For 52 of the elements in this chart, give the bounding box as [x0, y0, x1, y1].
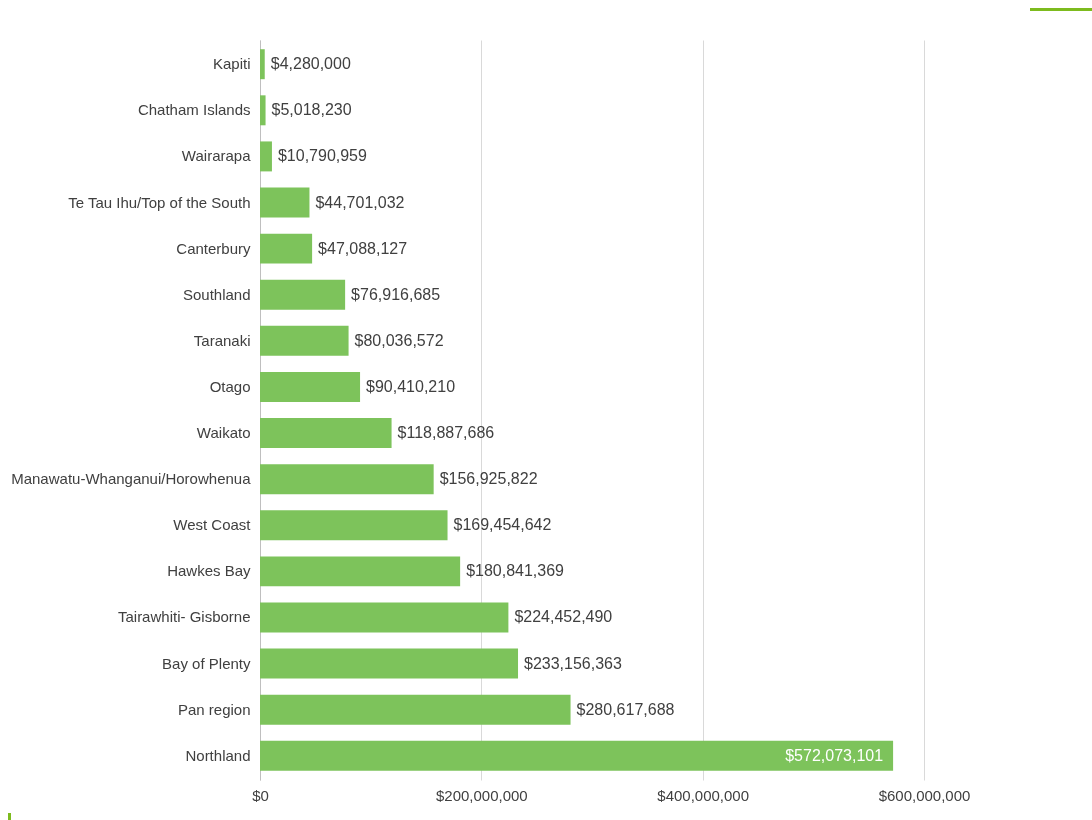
x-tick-label: $400,000,000	[657, 786, 750, 804]
y-tick-label: Bay of Plenty	[162, 654, 251, 672]
bar	[260, 141, 272, 172]
data-label: $572,073,101	[785, 746, 884, 764]
bar	[260, 510, 448, 541]
data-label: $76,916,685	[351, 285, 441, 303]
bar	[260, 694, 571, 725]
y-tick-label: Manawatu-Whanganui/Horowhenua	[11, 470, 252, 488]
y-tick-label: West Coast	[173, 516, 252, 534]
bar	[260, 371, 361, 402]
y-tick-label: Hawkes Bay	[167, 562, 251, 580]
data-label: $180,841,369	[466, 562, 565, 580]
data-label: $90,410,210	[366, 377, 456, 395]
y-tick-label: Chatham Islands	[137, 101, 251, 119]
data-label: $80,036,572	[354, 331, 444, 349]
y-tick-label: Waikato	[196, 424, 251, 442]
bar	[260, 602, 509, 633]
y-tick-label: Northland	[185, 746, 251, 764]
y-tick-label: Te Tau Ihu/Top of the South	[68, 193, 251, 211]
y-tick-label: Taranaki	[193, 331, 251, 349]
y-tick-label: Otago	[209, 377, 251, 395]
y-tick-label: Wairarapa	[181, 147, 252, 165]
bar	[260, 49, 265, 80]
data-label: $156,925,822	[439, 470, 538, 488]
data-label: $169,454,642	[453, 516, 552, 534]
data-label: $44,701,032	[315, 193, 405, 211]
data-label: $10,790,959	[277, 147, 368, 165]
data-label: $4,280,000	[270, 55, 351, 73]
data-label: $118,887,686	[397, 424, 495, 442]
bar	[260, 740, 894, 771]
data-label: $233,156,363	[524, 654, 622, 672]
y-tick-label: Southland	[182, 285, 251, 303]
bar	[260, 325, 349, 356]
data-label: $47,088,127	[318, 239, 408, 257]
bar	[260, 418, 392, 449]
bar	[260, 187, 310, 218]
y-tick-label: Pan region	[177, 700, 251, 718]
bar	[260, 233, 313, 264]
y-tick-label: Tairawhiti- Gisborne	[117, 608, 251, 626]
bar	[260, 464, 434, 495]
y-tick-label: Kapiti	[212, 55, 251, 73]
data-label: $5,018,230	[271, 101, 352, 119]
bar	[260, 279, 346, 310]
bar	[260, 648, 519, 679]
x-tick-label: $600,000,000	[878, 786, 971, 804]
data-label: $224,452,490	[514, 608, 613, 626]
x-tick-label: $200,000,000	[435, 786, 528, 804]
data-label: $280,617,688	[576, 700, 675, 718]
bar	[260, 556, 461, 587]
bar	[260, 95, 266, 126]
y-tick-label: Canterbury	[176, 239, 251, 257]
x-tick-label: $0	[252, 786, 269, 804]
